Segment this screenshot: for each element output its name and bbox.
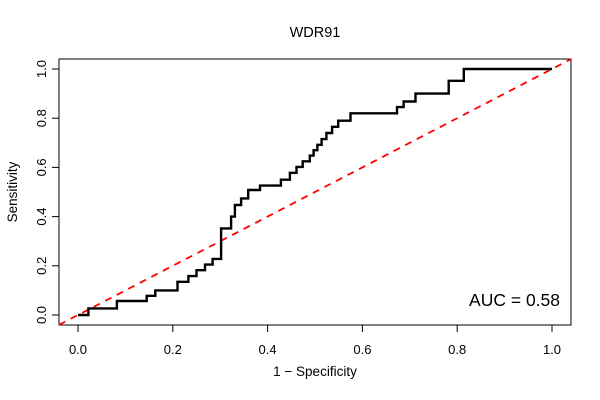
x-tick-label: 0.0 [69,342,87,357]
chance-diagonal-line [58,58,572,326]
y-tick-label: 1.0 [34,60,49,78]
x-tick-label: 0.6 [353,342,371,357]
roc-curve-line [78,67,552,317]
y-axis-ticks: 0.0 0.2 0.4 0.6 0.8 1.0 [34,60,59,324]
chart-title: WDR91 [290,25,341,41]
x-tick-label: 0.8 [448,342,466,357]
plot-border-box [58,58,572,326]
x-axis-ticks: 0.0 0.2 0.4 0.6 0.8 1.0 [69,325,561,357]
y-axis-title: Sensitivity [5,161,20,222]
x-axis-title: 1 − Specificity [273,364,357,379]
y-tick-label: 0.2 [34,257,49,275]
y-tick-label: 0.6 [34,158,49,176]
y-tick-label: 0.8 [34,109,49,127]
x-tick-label: 0.4 [259,342,277,357]
y-tick-label: 0.0 [34,306,49,324]
x-tick-label: 0.2 [164,342,182,357]
auc-annotation: AUC = 0.58 [469,290,560,310]
x-tick-label: 1.0 [543,342,561,357]
y-tick-label: 0.4 [34,208,49,226]
